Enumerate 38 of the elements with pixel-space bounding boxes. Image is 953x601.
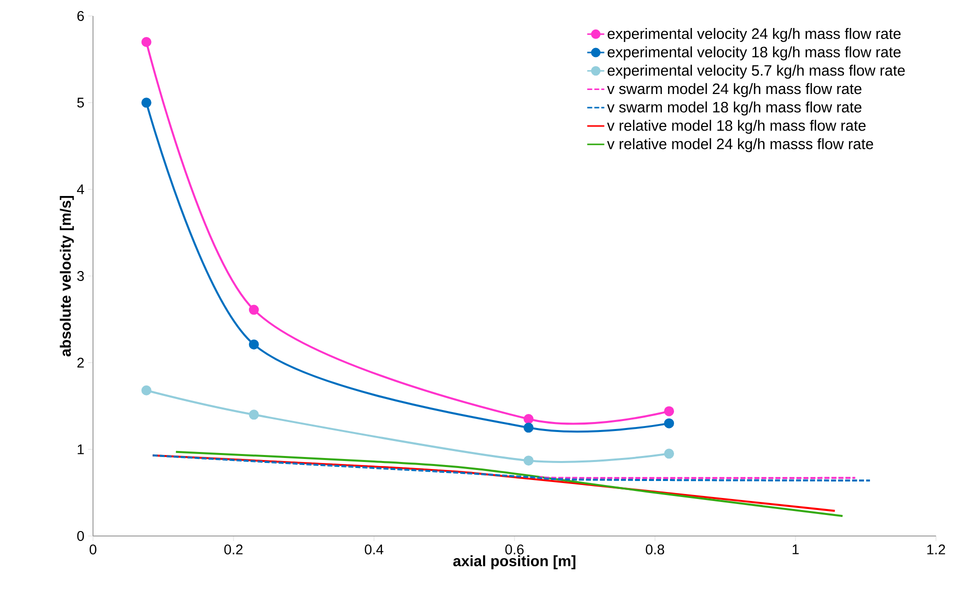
point <box>141 98 152 108</box>
line-series <box>152 454 836 512</box>
x-axis-title: axial position [m] <box>453 555 576 570</box>
x-tick-label: 1.2 <box>927 544 946 554</box>
point <box>524 422 534 433</box>
y-tick-label: 1 <box>78 444 84 454</box>
x-tick-label: 0.6 <box>505 544 524 554</box>
point <box>141 385 152 396</box>
y-tick-label: 3 <box>77 271 84 281</box>
x-tick-label: 0.4 <box>364 544 384 554</box>
point <box>524 414 534 424</box>
legend-label: v swarm model 18 kg/h mass flow rate <box>607 101 862 116</box>
x-tick-label: 0.2 <box>224 544 243 554</box>
legend-label: v relative model 24 kg/h masss flow rate <box>607 138 874 152</box>
point <box>248 410 259 420</box>
point <box>248 339 259 350</box>
y-tick-label: 4 <box>77 184 84 194</box>
x-tick-label: 0 <box>90 544 96 554</box>
point <box>524 456 534 466</box>
point <box>664 406 674 416</box>
legend-label: experimental velocity 18 kg/h mass flow rate <box>608 46 901 60</box>
y-tick-label: 6 <box>77 11 84 21</box>
y-axis-title: absolute velocity [m/s] <box>60 196 74 356</box>
line-series <box>152 454 871 482</box>
y-tick-label: 0 <box>77 531 84 541</box>
y-tick-label: 5 <box>77 98 84 108</box>
point <box>664 448 674 459</box>
point <box>141 36 152 47</box>
point <box>664 418 674 428</box>
y-tick-label: 2 <box>77 358 84 368</box>
x-tick-label: 1 <box>792 544 799 554</box>
point <box>248 304 259 315</box>
legend-label: experimental velocity 5.7 kg/h mass flow rate <box>608 64 905 79</box>
legend-label: v swarm model 24 kg/h mass flow rate <box>607 83 862 98</box>
line-series <box>174 450 844 518</box>
legend-label: v relative model 18 kg/h mass flow rate <box>607 120 866 134</box>
legend-label: experimental velocity 24 kg/h mass flow rate <box>608 28 901 42</box>
x-tick-label: 0.8 <box>646 544 664 554</box>
